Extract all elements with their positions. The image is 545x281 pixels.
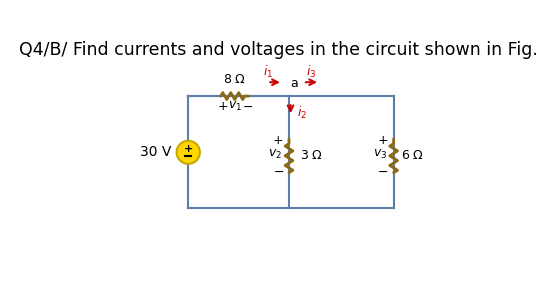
Text: +: + (184, 144, 193, 154)
Text: Q4/B/ Find currents and voltages in the circuit shown in Fig.: Q4/B/ Find currents and voltages in the … (20, 41, 538, 59)
Text: $-$: $-$ (272, 165, 284, 178)
Text: +: + (218, 100, 228, 113)
Text: 30 V: 30 V (140, 145, 171, 159)
Text: 8 $\Omega$: 8 $\Omega$ (223, 73, 246, 86)
Text: $v_1$: $v_1$ (228, 100, 243, 114)
Circle shape (177, 141, 200, 164)
Text: a: a (290, 77, 298, 90)
Text: $v_2$: $v_2$ (268, 148, 282, 161)
Text: +: + (378, 134, 388, 147)
Text: $i_1$: $i_1$ (263, 64, 273, 80)
Text: 6 $\Omega$: 6 $\Omega$ (401, 149, 425, 162)
Text: $-$: $-$ (377, 165, 389, 178)
Text: $i_2$: $i_2$ (296, 105, 307, 121)
Text: 3 $\Omega$: 3 $\Omega$ (300, 149, 323, 162)
Text: $-$: $-$ (243, 100, 253, 113)
Text: $v_3$: $v_3$ (373, 148, 387, 161)
Text: $i_3$: $i_3$ (306, 64, 317, 80)
Text: +: + (273, 134, 283, 147)
